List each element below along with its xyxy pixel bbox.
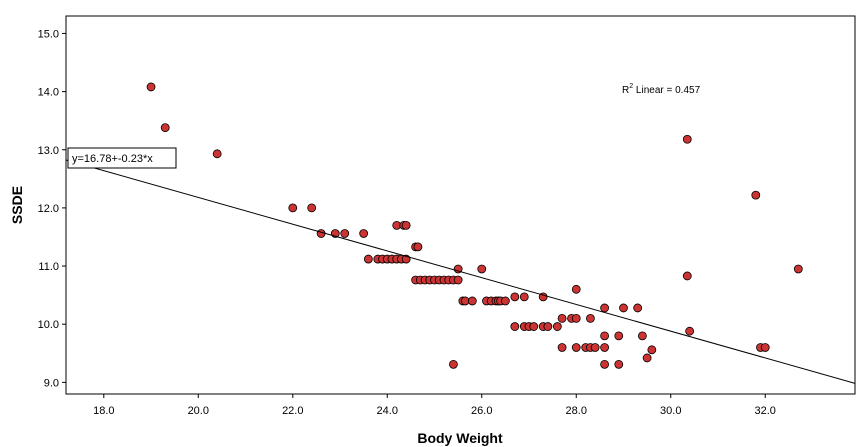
plot-frame: [65, 15, 856, 395]
y-tick-label: 15.0: [38, 28, 59, 40]
r-squared-annotation: R2 Linear = 0.457: [622, 83, 701, 96]
data-point: [760, 343, 770, 352]
y-tick-label: 9.0: [44, 377, 59, 389]
data-point: [557, 313, 567, 323]
r-squared-value: Linear = 0.457: [633, 85, 700, 96]
data-point: [793, 264, 803, 274]
x-axis: 18.0 20.0 22.0 24.0 26.0 28.0 30.0 32.0: [93, 394, 776, 417]
data-point: [363, 254, 373, 264]
data-point: [682, 271, 692, 281]
data-point: [614, 331, 624, 341]
y-tick-label: 13.0: [38, 145, 59, 157]
equation-box-frame: [67, 147, 177, 169]
y-tick-label: 11.0: [38, 261, 59, 273]
x-tick-label: 22.0: [282, 405, 303, 417]
data-point: [637, 331, 647, 341]
data-point: [307, 203, 317, 213]
data-point: [477, 264, 487, 274]
data-point: [510, 322, 520, 331]
data-point: [600, 343, 609, 352]
r-squared-prefix: R: [622, 85, 629, 96]
data-point: [633, 303, 643, 313]
data-point: [500, 296, 510, 306]
y-tick-label: 12.0: [38, 203, 59, 215]
x-axis-title: Body Weight: [417, 430, 503, 446]
data-point: [571, 313, 581, 323]
data-point: [571, 343, 581, 352]
x-tick-label: 20.0: [188, 405, 209, 417]
data-point: [552, 322, 562, 331]
data-points: [146, 82, 803, 369]
data-point: [510, 292, 520, 302]
data-point: [682, 134, 692, 144]
data-point: [557, 343, 567, 352]
data-point: [401, 220, 411, 230]
data-point: [600, 331, 609, 341]
data-point: [146, 82, 156, 92]
data-point: [212, 149, 222, 159]
fit-line: [65, 159, 856, 384]
data-point: [340, 229, 350, 238]
data-point: [467, 296, 477, 306]
data-point: [600, 303, 609, 313]
x-tick-label: 28.0: [566, 405, 587, 417]
data-point: [586, 313, 595, 323]
data-point: [647, 345, 657, 355]
x-tick-label: 26.0: [471, 405, 492, 417]
data-point: [453, 264, 463, 274]
data-point: [359, 229, 369, 238]
r-squared-superscript: 2: [629, 83, 633, 90]
y-tick-label: 14.0: [38, 87, 59, 99]
data-point: [751, 190, 761, 200]
data-point: [619, 303, 628, 313]
data-point: [288, 203, 298, 213]
y-axis: 9.0 10.0 11.0 12.0 13.0 14.0 15.0: [38, 28, 66, 389]
data-point: [160, 123, 170, 133]
x-tick-label: 18.0: [93, 405, 114, 417]
y-axis-title: SSDE: [9, 186, 25, 224]
x-tick-label: 24.0: [377, 405, 398, 417]
data-point: [453, 275, 463, 285]
x-tick-label: 30.0: [660, 405, 681, 417]
data-point: [543, 322, 553, 331]
data-point: [449, 359, 458, 369]
data-point: [519, 292, 529, 302]
data-point: [614, 359, 624, 369]
equation-label: y=16.78+-0.23*x: [72, 153, 153, 165]
equation-box: y=16.78+-0.23*x: [67, 147, 177, 169]
data-point: [413, 242, 423, 252]
data-point: [600, 359, 609, 369]
y-tick-label: 10.0: [38, 319, 59, 331]
data-point: [590, 343, 600, 352]
data-point: [529, 322, 539, 331]
x-tick-label: 32.0: [755, 405, 776, 417]
data-point: [685, 326, 695, 336]
data-point: [642, 353, 652, 363]
data-point: [571, 284, 581, 294]
